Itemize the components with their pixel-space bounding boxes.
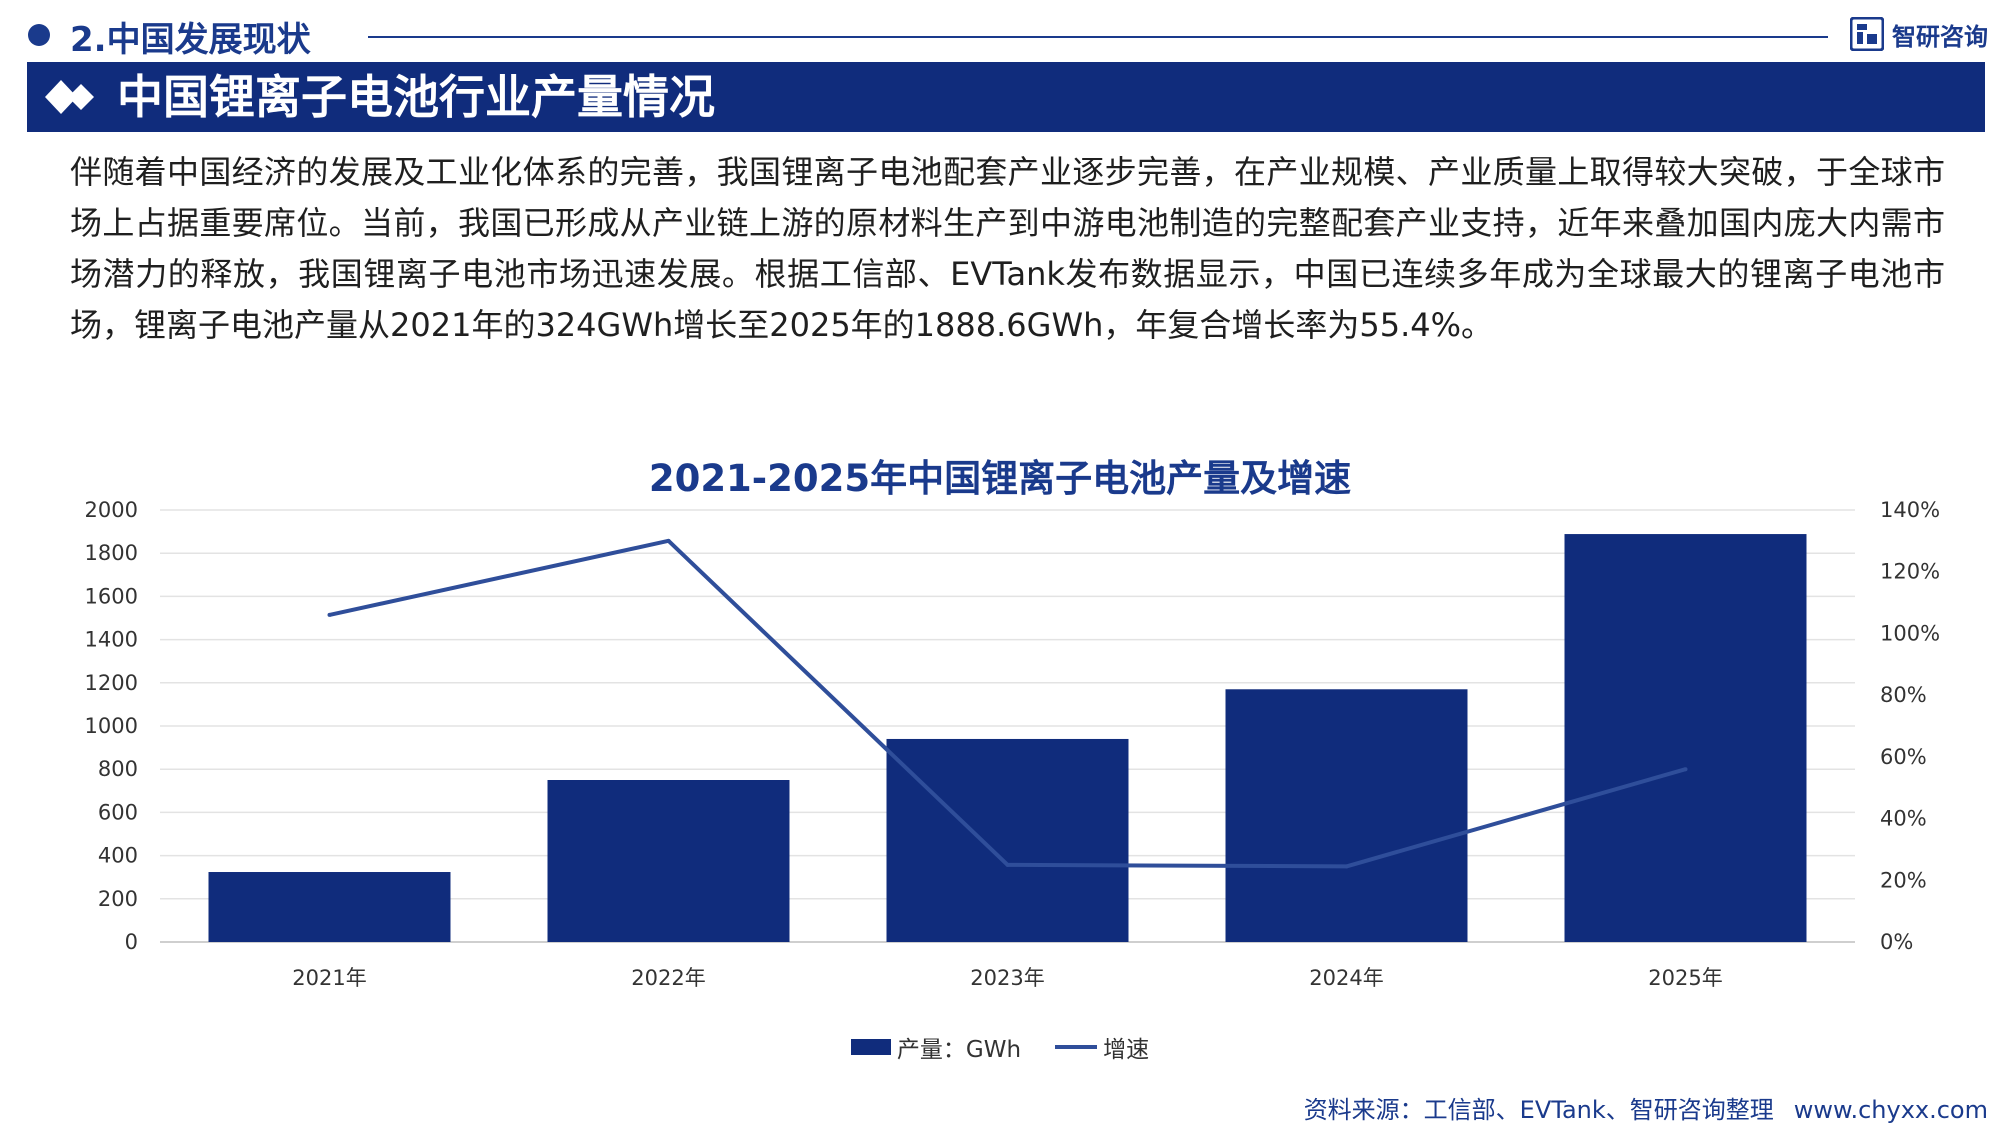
x-tick-label: 2025年 — [1648, 966, 1722, 990]
section-header: 2.中国发展现状 智研咨询 — [28, 8, 1988, 56]
y-left-tick-label: 1000 — [85, 714, 138, 738]
banner-title: 中国锂离子电池行业产量情况 — [117, 70, 715, 124]
double-diamond-icon — [45, 76, 97, 118]
section-title: 2.中国发展现状 — [70, 12, 311, 61]
y-right-tick-label: 40% — [1880, 807, 1927, 831]
chart-legend: 产量：GWh 增速 — [0, 1030, 2000, 1064]
y-left-tick-label: 1800 — [85, 541, 138, 565]
y-right-tick-label: 140% — [1880, 498, 1940, 522]
bar — [1565, 534, 1807, 942]
y-right-tick-label: 100% — [1880, 621, 1940, 645]
website-text: www.chyxx.com — [1794, 1096, 1988, 1124]
y-left-tick-label: 1600 — [85, 584, 138, 608]
source-note: 资料来源：工信部、EVTank、智研咨询整理 www.chyxx.com — [1284, 1090, 1988, 1125]
growth-point — [328, 613, 332, 617]
growth-point — [667, 539, 671, 543]
y-right-tick-label: 0% — [1880, 930, 1913, 954]
legend-item-production: 产量：GWh — [851, 1030, 1021, 1064]
bar — [887, 739, 1129, 942]
brand-name: 智研咨询 — [1892, 17, 1988, 52]
bullet-dot-icon — [28, 24, 50, 46]
bar — [209, 872, 451, 942]
bar — [548, 780, 790, 942]
legend-bar-swatch — [851, 1039, 891, 1055]
growth-point — [1684, 767, 1688, 771]
legend-label-production: 产量：GWh — [897, 1030, 1021, 1064]
y-left-tick-label: 800 — [98, 757, 138, 781]
legend-line-swatch — [1055, 1045, 1097, 1049]
y-left-tick-label: 1200 — [85, 671, 138, 695]
y-right-tick-label: 120% — [1880, 560, 1940, 584]
source-text: 资料来源：工信部、EVTank、智研咨询整理 — [1304, 1096, 1774, 1124]
x-tick-label: 2024年 — [1309, 966, 1383, 990]
x-tick-label: 2023年 — [970, 966, 1044, 990]
title-banner: 中国锂离子电池行业产量情况 — [27, 62, 1985, 132]
y-left-tick-label: 400 — [98, 844, 138, 868]
growth-point — [1345, 864, 1349, 868]
x-tick-label: 2022年 — [631, 966, 705, 990]
production-chart: 0 200 400 600 800 1000 1200 1400 1600 1800 2000 0% 2… — [0, 480, 2000, 1020]
y-right-tick-label: 60% — [1880, 745, 1927, 769]
legend-item-growth: 增速 — [1055, 1030, 1149, 1064]
y-left-tick-label: 200 — [98, 887, 138, 911]
y-right-tick-label: 20% — [1880, 868, 1927, 892]
intro-paragraph: 伴随着中国经济的发展及工业化体系的完善，我国锂离子电池配套产业逐步完善，在产业规… — [70, 147, 1945, 351]
x-tick-label: 2021年 — [292, 966, 366, 990]
header-divider — [368, 36, 1828, 38]
y-left-tick-label: 600 — [98, 800, 138, 824]
brand: 智研咨询 — [1850, 14, 1988, 54]
brand-logo-icon — [1850, 17, 1884, 51]
bar — [1226, 689, 1468, 942]
legend-label-growth: 增速 — [1103, 1030, 1149, 1064]
growth-point — [1006, 863, 1010, 867]
y-left-tick-label: 0 — [125, 930, 138, 954]
y-left-tick-label: 2000 — [85, 498, 138, 522]
y-right-tick-label: 80% — [1880, 683, 1927, 707]
y-left-tick-label: 1400 — [85, 628, 138, 652]
